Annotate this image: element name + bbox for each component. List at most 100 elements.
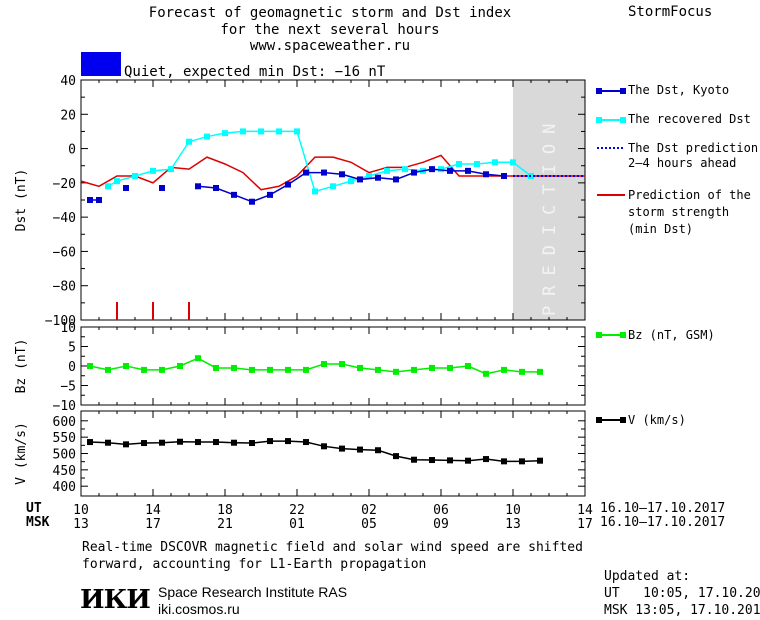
data-point — [123, 185, 129, 191]
data-point — [519, 368, 525, 375]
data-point — [123, 441, 129, 448]
data-point — [321, 361, 327, 368]
data-point — [96, 197, 102, 203]
legend-marker — [596, 88, 602, 94]
data-point — [285, 181, 291, 188]
legend-bz: Bz (nT, GSM) — [628, 328, 715, 342]
data-point — [87, 363, 93, 369]
y-tick-label: −80 — [53, 280, 76, 295]
series-line — [107, 130, 532, 193]
legend-marks — [596, 88, 626, 423]
data-point — [339, 171, 345, 178]
legend-prediction-2: 2–4 hours ahead — [628, 156, 737, 170]
y-tick-label: 5 — [68, 341, 76, 356]
updated-label: Updated at: — [604, 569, 691, 584]
data-point — [249, 366, 255, 373]
y-tick-label: 400 — [53, 480, 76, 495]
y-tick-label: 0 — [68, 143, 76, 158]
x-tick-label-ut: 06 — [433, 503, 449, 518]
y-tick-label: 450 — [53, 464, 76, 479]
data-point — [384, 167, 390, 174]
panel-frame — [80, 79, 586, 321]
y-tick-label: 600 — [53, 415, 76, 430]
y-tick-label: −5 — [60, 380, 76, 395]
y-tick-label: −20 — [53, 177, 76, 192]
legend-v: V (km/s) — [628, 413, 686, 427]
legend-marker — [620, 332, 626, 338]
data-point — [276, 128, 282, 135]
data-point — [456, 161, 462, 167]
data-point — [357, 364, 363, 371]
data-point — [303, 169, 309, 176]
data-point — [375, 447, 381, 454]
data-point — [537, 368, 543, 375]
updated-ut: UT 10:05, 17.10.2017 — [604, 586, 760, 601]
data-point — [510, 159, 516, 166]
brand-label: StormFocus — [628, 4, 713, 20]
data-point — [366, 173, 372, 179]
y-tick-label: −10 — [53, 399, 76, 414]
x-tick-label-ut: 02 — [361, 503, 377, 518]
data-point — [87, 439, 93, 446]
legend-recovered: The recovered Dst — [628, 112, 751, 126]
date-range-msk: 16.10–17.10.2017 — [600, 515, 726, 530]
x-tick-label-msk: 21 — [217, 517, 233, 532]
data-point — [537, 457, 543, 464]
data-point — [501, 458, 507, 465]
date-range-ut: 16.10–17.10.2017 — [600, 501, 726, 516]
legend-marker — [620, 417, 626, 423]
x-tick-label-ut: 10 — [505, 503, 521, 518]
data-point — [465, 167, 471, 174]
panel-frame — [80, 326, 586, 406]
data-point — [168, 166, 174, 173]
data-point — [285, 438, 291, 445]
series-0 — [87, 166, 507, 205]
data-point — [465, 363, 471, 369]
data-point — [447, 364, 453, 371]
series-3 — [80, 154, 585, 191]
title-line-2: for the next several hours — [220, 22, 440, 38]
status-swatch — [81, 52, 121, 76]
x-tick-label-msk: 13 — [73, 517, 89, 532]
y-tick-label: −100 — [45, 314, 76, 329]
x-tick-label-ut: 22 — [289, 503, 305, 518]
data-point — [447, 167, 453, 174]
x-tick-label-msk: 13 — [505, 517, 521, 532]
x-tick-label-ut: 10 — [73, 503, 89, 518]
data-point — [267, 191, 273, 198]
data-point — [312, 188, 318, 195]
y-tick-label: −60 — [53, 245, 76, 260]
data-point — [213, 439, 219, 446]
title-line-1: Forecast of geomagnetic storm and Dst in… — [148, 5, 512, 21]
data-point — [195, 183, 201, 190]
legend-marker — [620, 88, 626, 94]
data-point — [429, 166, 435, 173]
series-1 — [105, 128, 534, 195]
data-point — [114, 178, 120, 185]
x-tick-label-ut: 14 — [577, 503, 593, 518]
x-tick-label-msk: 05 — [361, 517, 377, 532]
institute-site[interactable]: iki.cosmos.ru — [158, 601, 240, 617]
data-point — [429, 364, 435, 371]
y-axis-label: Bz (nT) — [14, 339, 29, 394]
data-point — [483, 171, 489, 178]
legend-dst-kyoto: The Dst, Kyoto — [628, 83, 730, 97]
title-line-3[interactable]: www.spaceweather.ru — [249, 38, 411, 54]
data-point — [285, 366, 291, 373]
y-tick-label: 500 — [53, 448, 76, 463]
data-point — [267, 366, 273, 373]
data-point — [177, 438, 183, 445]
y-axis-label: Dst (nT) — [14, 169, 29, 232]
data-point — [159, 185, 165, 191]
data-point — [303, 366, 309, 373]
data-point — [501, 173, 507, 179]
data-point — [519, 458, 525, 465]
data-point — [267, 438, 273, 445]
data-point — [411, 456, 417, 463]
legend-marker — [596, 417, 602, 423]
y-tick-label: 20 — [60, 108, 76, 123]
series-line — [89, 357, 540, 375]
legend-marker — [596, 117, 602, 123]
data-point — [231, 191, 237, 198]
